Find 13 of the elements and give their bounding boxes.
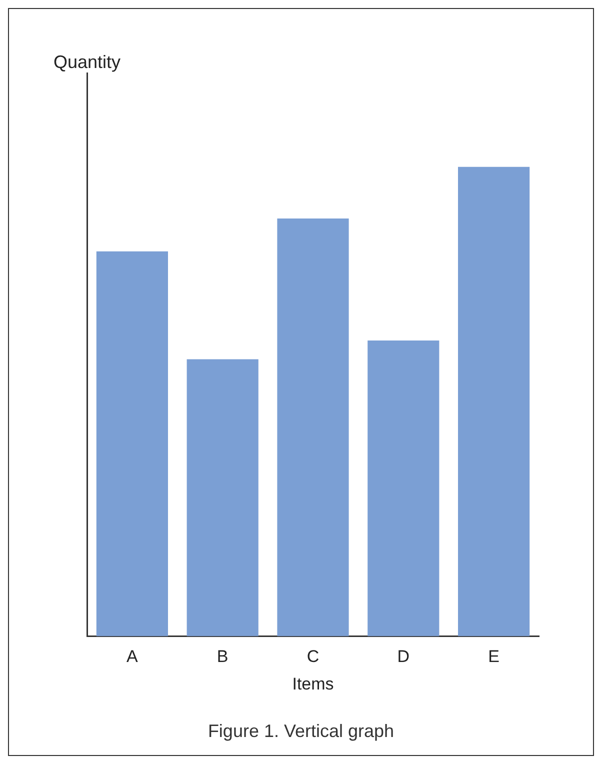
x-tick-label: C — [306, 647, 320, 666]
x-tick-label: B — [216, 647, 228, 666]
bar — [96, 251, 168, 636]
caption: Figure 1. Vertical graph — [206, 721, 396, 742]
bar — [277, 218, 349, 636]
x-tick-label: D — [397, 647, 410, 666]
bar — [368, 340, 440, 636]
x-axis-title: Items — [292, 674, 334, 694]
bar — [458, 166, 530, 636]
text: Quantity — [53, 52, 121, 72]
x-tick-label: E — [488, 647, 500, 666]
x-tick-label: A — [126, 647, 139, 666]
bar — [186, 359, 258, 636]
